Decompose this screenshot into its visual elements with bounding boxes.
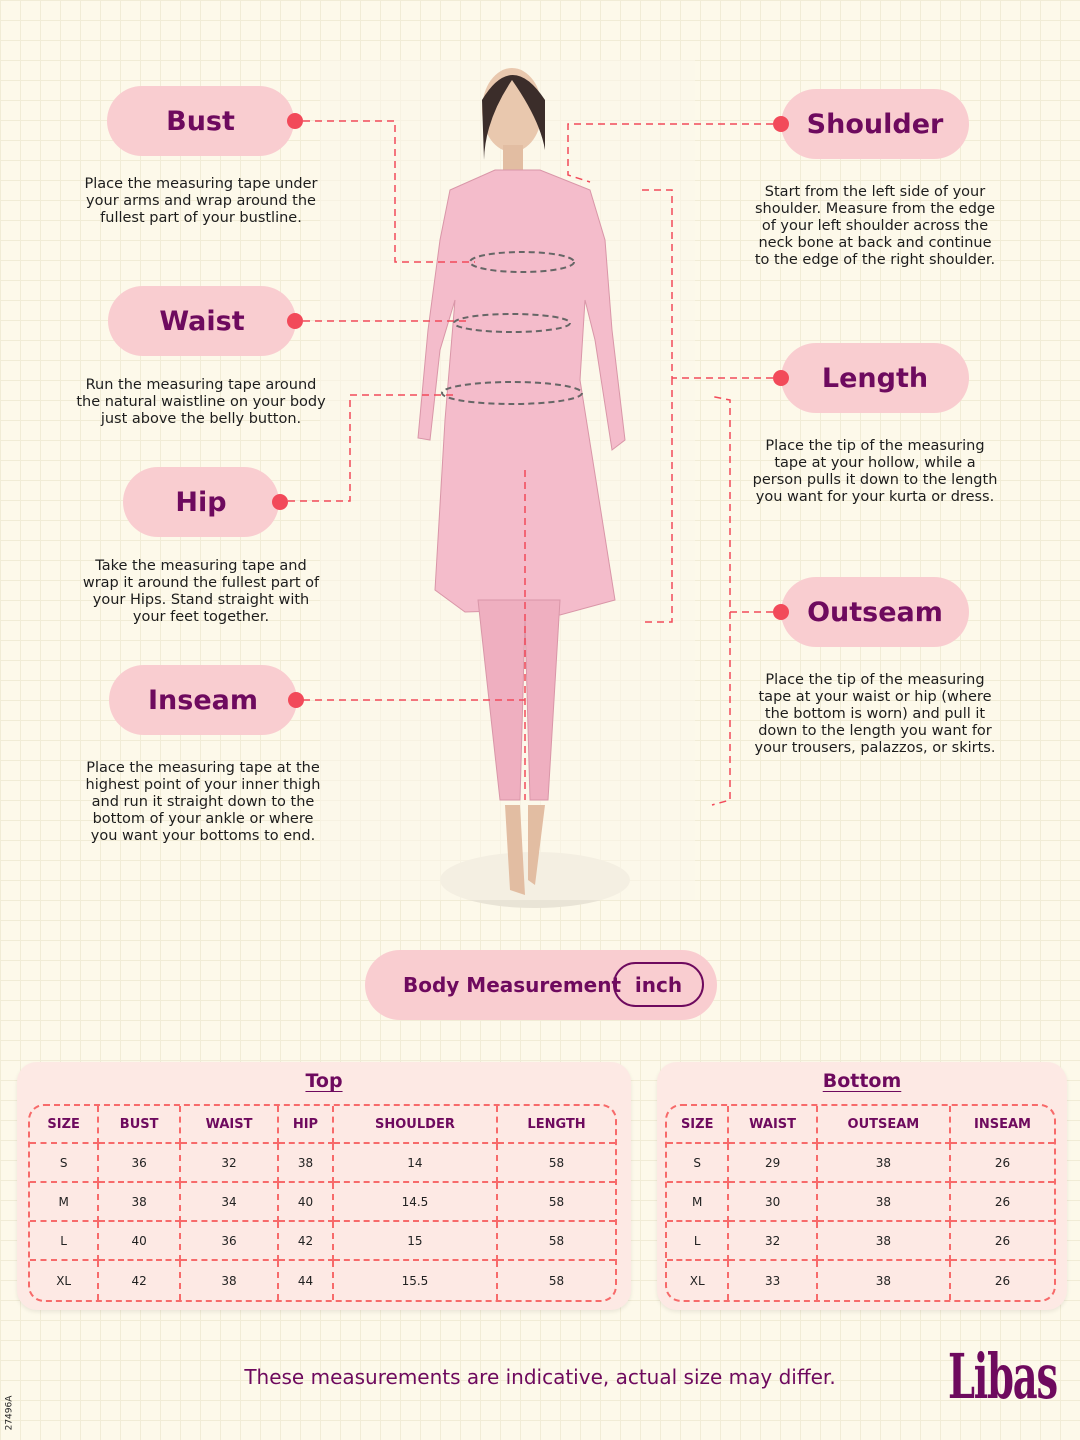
- shoulder-description: Start from the left side of your shoulde…: [754, 184, 996, 268]
- top-size-card: Top SIZE BUST WAIST HIP SHOULDER LENGTH S 36 32 3…: [17, 1062, 631, 1310]
- length-dot: [773, 370, 789, 386]
- column-header: LENGTH: [498, 1106, 615, 1144]
- bust-pill: Bust: [107, 86, 294, 156]
- table-cell: 38: [817, 1144, 952, 1183]
- disclaimer: These measurements are indicative, actua…: [244, 1365, 836, 1389]
- column-header: HIP: [279, 1106, 334, 1144]
- table-cell: L: [30, 1222, 100, 1261]
- table-cell: 40: [99, 1222, 181, 1261]
- table-cell: 14: [333, 1144, 499, 1183]
- bottom-table-title: Bottom: [822, 1070, 902, 1092]
- table-cell: 38: [279, 1144, 334, 1183]
- hip-dot: [272, 494, 288, 510]
- model-figure: [320, 60, 695, 908]
- table-cell: 29: [729, 1144, 818, 1183]
- table-cell: M: [30, 1183, 100, 1222]
- table-row: M 30 38 26: [667, 1183, 1054, 1222]
- top-size-table: SIZE BUST WAIST HIP SHOULDER LENGTH S 36 32 38 14 5…: [28, 1104, 617, 1302]
- libas-logo: Libas: [948, 1340, 1058, 1413]
- table-cell: 32: [729, 1222, 818, 1261]
- table-cell: XL: [30, 1261, 100, 1300]
- table-row: L 40 36 42 15 58: [30, 1222, 615, 1261]
- outseam-pill: Outseam: [781, 577, 969, 647]
- table-row: S 29 38 26: [667, 1144, 1054, 1183]
- table-cell: 15.5: [334, 1261, 499, 1300]
- table-cell: L: [667, 1222, 730, 1261]
- column-header: SHOULDER: [333, 1106, 499, 1144]
- table-cell: 15: [333, 1222, 499, 1261]
- column-header: WAIST: [180, 1106, 280, 1144]
- table-cell: XL: [667, 1261, 730, 1300]
- body-measure-rings: [441, 251, 583, 405]
- column-header: SIZE: [667, 1106, 730, 1144]
- header-row: SIZE WAIST OUTSEAM INSEAM: [667, 1106, 1054, 1144]
- measurement-lines: [288, 120, 773, 806]
- outseam-dot: [773, 604, 789, 620]
- table-cell: 36: [99, 1144, 181, 1183]
- column-header: WAIST: [729, 1106, 818, 1144]
- table-cell: S: [667, 1144, 730, 1183]
- table-cell: 58: [498, 1144, 615, 1183]
- body-measurement-banner: Body Measurement inch: [365, 950, 717, 1020]
- table-cell: 26: [951, 1144, 1054, 1183]
- table-cell: 26: [951, 1222, 1054, 1261]
- table-cell: 34: [180, 1183, 280, 1222]
- table-cell: 58: [548, 1273, 565, 1288]
- table-row: M 38 34 40 14.5 58: [30, 1183, 615, 1222]
- shoulder-dot: [773, 116, 789, 132]
- inseam-dot: [288, 692, 304, 708]
- inseam-pill: Inseam: [109, 665, 297, 735]
- table-row: S 36 32 38 14 58: [30, 1144, 615, 1183]
- table-cell: 26: [951, 1183, 1054, 1222]
- table-cell: 40: [279, 1183, 334, 1222]
- table-cell: 30: [729, 1183, 818, 1222]
- column-header: INSEAM: [951, 1106, 1054, 1144]
- table-cell: 38: [818, 1261, 952, 1300]
- inseam-description: Place the measuring tape at the highest …: [85, 760, 321, 844]
- product-code: 27496A: [4, 1395, 15, 1431]
- table-cell: 26: [994, 1273, 1011, 1288]
- table-cell: 58: [498, 1222, 615, 1261]
- body-measurement-label: Body Measurement: [403, 973, 622, 997]
- waist-description: Run the measuring tape around the natura…: [76, 377, 326, 427]
- column-header: SIZE: [30, 1106, 100, 1144]
- table-cell: 14.5: [333, 1183, 499, 1222]
- table-cell: 38: [181, 1261, 280, 1300]
- table-cell: 44: [279, 1261, 334, 1300]
- table-cell: S: [30, 1144, 100, 1183]
- table-cell: 33: [729, 1261, 818, 1300]
- top-table-title: Top: [305, 1070, 343, 1092]
- column-header: OUTSEAM: [817, 1106, 952, 1144]
- table-row: XL 33 38 26: [667, 1261, 1054, 1300]
- hip-description: Take the measuring tape and wrap it arou…: [82, 558, 320, 625]
- table-row: L 32 38 26: [667, 1222, 1054, 1261]
- header-row: SIZE BUST WAIST HIP SHOULDER LENGTH: [30, 1106, 615, 1144]
- illustration-layer: [288, 60, 773, 908]
- table-cell: 36: [180, 1222, 280, 1261]
- table-cell: 58: [498, 1183, 615, 1222]
- waist-dot: [287, 313, 303, 329]
- table-cell: 38: [817, 1222, 952, 1261]
- table-cell: 32: [180, 1144, 280, 1183]
- outseam-description: Place the tip of the measuring tape at y…: [754, 672, 996, 756]
- column-header: BUST: [99, 1106, 181, 1144]
- length-pill: Length: [781, 343, 969, 413]
- table-cell: 38: [817, 1183, 952, 1222]
- hip-pill: Hip: [123, 467, 279, 537]
- table-cell: M: [667, 1183, 730, 1222]
- bottom-size-card: Bottom SIZE WAIST OUTSEAM INSEAM S 29 38 26 M 30 3…: [657, 1062, 1067, 1310]
- table-cell: 42: [279, 1222, 334, 1261]
- shoulder-pill: Shoulder: [781, 89, 969, 159]
- bottom-size-table: SIZE WAIST OUTSEAM INSEAM S 29 38 26 M 30 38 26 L 32 3…: [665, 1104, 1056, 1302]
- unit-toggle[interactable]: inch: [613, 962, 704, 1007]
- length-description: Place the tip of the measuring tape at y…: [752, 438, 998, 505]
- table-row: XL 42 38 44 15.5 58: [30, 1261, 615, 1300]
- bust-description: Place the measuring tape under your arms…: [84, 176, 318, 226]
- table-cell: 38: [99, 1183, 181, 1222]
- table-cell: 42: [99, 1261, 181, 1300]
- waist-pill: Waist: [108, 286, 296, 356]
- bust-dot: [287, 113, 303, 129]
